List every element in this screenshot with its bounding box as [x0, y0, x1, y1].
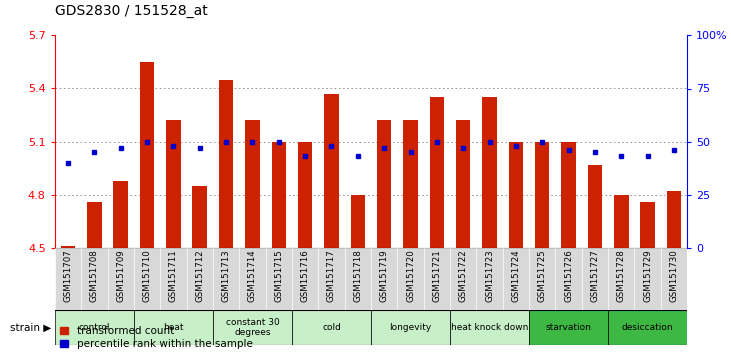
- Text: GSM151718: GSM151718: [353, 250, 363, 302]
- Bar: [456, 120, 471, 248]
- Text: GSM151720: GSM151720: [406, 250, 415, 302]
- Legend: transformed count, percentile rank within the sample: transformed count, percentile rank withi…: [60, 326, 253, 349]
- Text: GSM151712: GSM151712: [195, 250, 204, 302]
- Bar: [113, 181, 128, 248]
- Bar: [667, 191, 681, 248]
- Bar: [213, 248, 239, 310]
- Bar: [61, 246, 75, 248]
- Bar: [344, 248, 371, 310]
- Bar: [325, 94, 338, 248]
- Bar: [529, 310, 608, 345]
- Text: strain ▶: strain ▶: [10, 322, 51, 332]
- Bar: [55, 310, 134, 345]
- Bar: [424, 248, 450, 310]
- Bar: [450, 248, 477, 310]
- Bar: [166, 120, 181, 248]
- Bar: [371, 310, 450, 345]
- Bar: [271, 142, 286, 248]
- Text: desiccation: desiccation: [622, 323, 673, 332]
- Text: GSM151724: GSM151724: [512, 250, 520, 302]
- Bar: [561, 142, 576, 248]
- Bar: [318, 248, 344, 310]
- Text: GSM151730: GSM151730: [670, 250, 678, 302]
- Text: GSM151716: GSM151716: [300, 250, 310, 302]
- Bar: [635, 248, 661, 310]
- Bar: [265, 248, 292, 310]
- Text: GSM151726: GSM151726: [564, 250, 573, 302]
- Bar: [292, 248, 318, 310]
- Bar: [107, 248, 134, 310]
- Bar: [404, 120, 417, 248]
- Bar: [509, 142, 523, 248]
- Text: GSM151722: GSM151722: [458, 250, 468, 302]
- Text: heat knock down: heat knock down: [451, 323, 529, 332]
- Bar: [160, 248, 186, 310]
- Bar: [134, 248, 160, 310]
- Bar: [430, 97, 444, 248]
- Bar: [582, 248, 608, 310]
- Text: GSM151713: GSM151713: [221, 250, 230, 302]
- Bar: [213, 310, 292, 345]
- Bar: [81, 248, 107, 310]
- Text: GSM151707: GSM151707: [64, 250, 72, 302]
- Bar: [351, 195, 365, 248]
- Bar: [588, 165, 602, 248]
- Text: GSM151729: GSM151729: [643, 250, 652, 302]
- Bar: [398, 248, 424, 310]
- Bar: [608, 310, 687, 345]
- Text: GSM151721: GSM151721: [432, 250, 442, 302]
- Bar: [377, 120, 391, 248]
- Bar: [55, 248, 81, 310]
- Bar: [477, 248, 503, 310]
- Text: starvation: starvation: [545, 323, 591, 332]
- Text: GSM151727: GSM151727: [591, 250, 599, 302]
- Text: GSM151715: GSM151715: [274, 250, 284, 302]
- Bar: [186, 248, 213, 310]
- Bar: [661, 248, 687, 310]
- Text: GSM151725: GSM151725: [538, 250, 547, 302]
- Bar: [482, 97, 497, 248]
- Bar: [529, 248, 556, 310]
- Bar: [556, 248, 582, 310]
- Bar: [450, 310, 529, 345]
- Bar: [298, 142, 312, 248]
- Bar: [371, 248, 398, 310]
- Bar: [192, 186, 207, 248]
- Bar: [535, 142, 550, 248]
- Text: GSM151709: GSM151709: [116, 250, 125, 302]
- Text: GSM151711: GSM151711: [169, 250, 178, 302]
- Bar: [219, 80, 233, 248]
- Text: GSM151714: GSM151714: [248, 250, 257, 302]
- Text: GSM151719: GSM151719: [379, 250, 389, 302]
- Bar: [292, 310, 371, 345]
- Text: GSM151710: GSM151710: [143, 250, 151, 302]
- Bar: [614, 195, 629, 248]
- Text: GDS2830 / 151528_at: GDS2830 / 151528_at: [55, 4, 208, 18]
- Text: heat: heat: [163, 323, 183, 332]
- Bar: [239, 248, 265, 310]
- Text: longevity: longevity: [390, 323, 431, 332]
- Text: GSM151728: GSM151728: [617, 250, 626, 302]
- Bar: [134, 310, 213, 345]
- Bar: [503, 248, 529, 310]
- Bar: [87, 202, 102, 248]
- Text: constant 30
degrees: constant 30 degrees: [226, 318, 279, 337]
- Bar: [608, 248, 635, 310]
- Text: GSM151717: GSM151717: [327, 250, 336, 302]
- Text: GSM151708: GSM151708: [90, 250, 99, 302]
- Text: cold: cold: [322, 323, 341, 332]
- Bar: [640, 202, 655, 248]
- Bar: [245, 120, 260, 248]
- Text: GSM151723: GSM151723: [485, 250, 494, 302]
- Text: control: control: [79, 323, 110, 332]
- Bar: [140, 62, 154, 248]
